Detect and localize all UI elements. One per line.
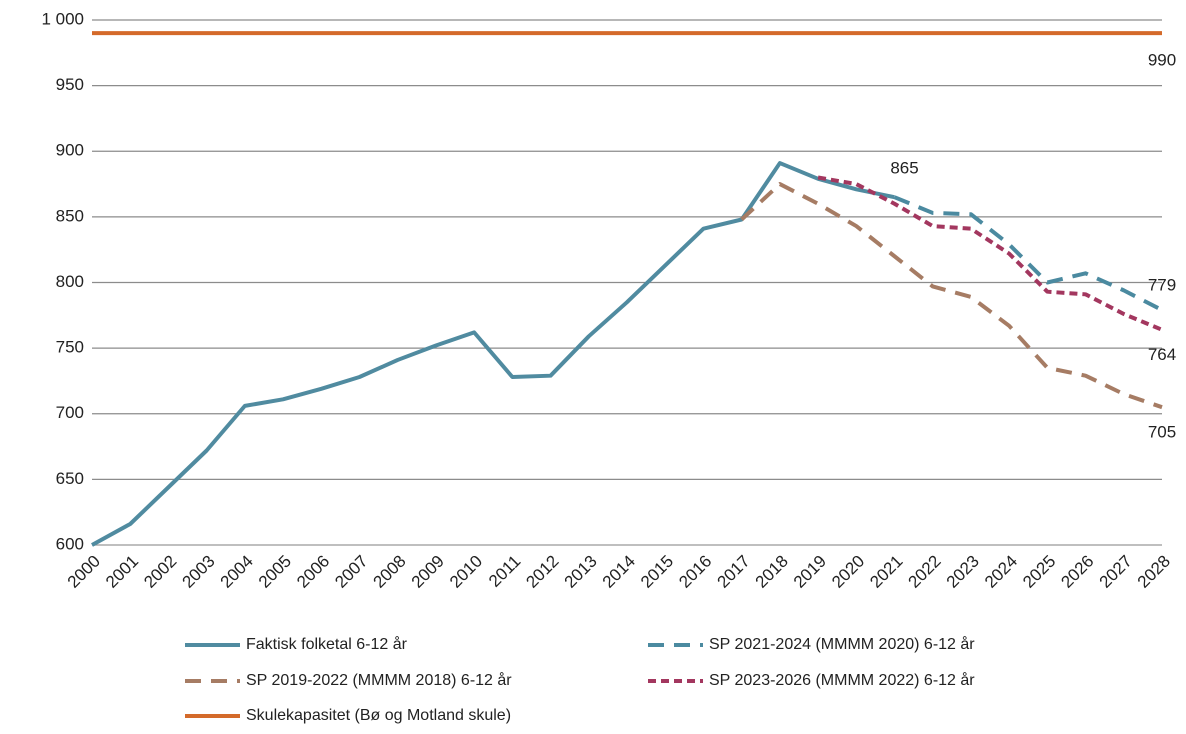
- y-tick-label: 850: [56, 206, 84, 225]
- x-tick-label: 2008: [370, 552, 410, 592]
- legend-label: SP 2023-2026 (MMMM 2022) 6-12 år: [709, 671, 975, 689]
- x-tick-label: 2016: [675, 552, 715, 592]
- y-tick-label: 700: [56, 403, 84, 422]
- x-tick-label: 2027: [1096, 552, 1136, 592]
- y-tick-label: 900: [56, 141, 84, 160]
- x-tick-label: 2025: [1019, 552, 1059, 592]
- x-tick-label: 2017: [713, 552, 753, 592]
- x-tick-label: 2012: [522, 552, 562, 592]
- x-tick-label: 2010: [446, 552, 486, 592]
- x-tick-label: 2004: [217, 552, 257, 592]
- x-tick-label: 2019: [790, 552, 830, 592]
- x-tick-label: 2009: [408, 552, 448, 592]
- x-tick-label: 2022: [905, 552, 945, 592]
- legend-label: Faktisk folketal 6-12 år: [246, 635, 408, 653]
- series-line: [740, 182, 1163, 410]
- x-tick-label: 2023: [943, 552, 983, 592]
- y-tick-label: 800: [56, 272, 84, 291]
- x-tick-label: 2015: [637, 552, 677, 592]
- y-tick-label: 750: [56, 338, 84, 357]
- data-label: 705: [1148, 423, 1176, 442]
- x-tick-label: 2007: [331, 552, 371, 592]
- x-tick-label: 2021: [866, 552, 906, 592]
- x-tick-label: 2001: [102, 552, 142, 592]
- x-tick-label: 2006: [293, 552, 333, 592]
- legend-label: SP 2019-2022 (MMMM 2018) 6-12 år: [246, 671, 512, 689]
- y-tick-label: 650: [56, 469, 84, 488]
- series-line: [893, 195, 1163, 312]
- x-tick-label: 2013: [561, 552, 601, 592]
- x-tick-label: 2028: [1134, 552, 1174, 592]
- legend-label: SP 2021-2024 (MMMM 2020) 6-12 år: [709, 635, 975, 653]
- data-label: 865: [890, 159, 918, 178]
- x-tick-label: 2014: [599, 552, 639, 592]
- legend: Faktisk folketal 6-12 år SP 2021-2024 (MM…: [185, 635, 975, 724]
- x-tick-label: 2003: [178, 552, 218, 592]
- legend-label: Skulekapasitet (Bø og Motland skule): [246, 707, 511, 724]
- x-tick-label: 2024: [981, 552, 1021, 592]
- x-tick-label: 2020: [828, 552, 868, 592]
- y-tick-label: 1 000: [41, 9, 84, 28]
- x-tick-label: 2005: [255, 552, 295, 592]
- data-label: 764: [1148, 345, 1176, 364]
- y-tick-label: 600: [56, 534, 84, 553]
- series-line: [817, 175, 1163, 332]
- x-tick-label: 2018: [752, 552, 792, 592]
- data-label: 779: [1148, 276, 1176, 295]
- series-line: [91, 161, 895, 547]
- data-label: 990: [1148, 51, 1176, 70]
- x-tick-label: 2011: [485, 552, 524, 591]
- x-tick-label: 2000: [64, 552, 104, 592]
- y-tick-label: 950: [56, 75, 84, 94]
- x-tick-label: 2002: [140, 552, 180, 592]
- x-tick-label: 2026: [1057, 552, 1097, 592]
